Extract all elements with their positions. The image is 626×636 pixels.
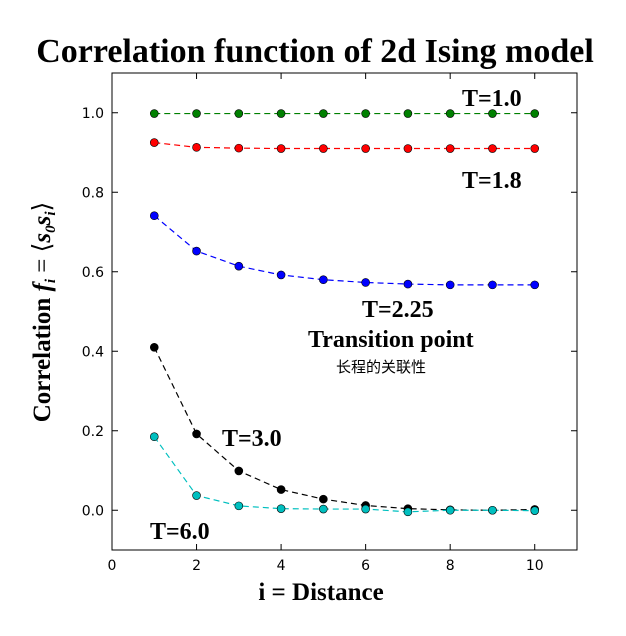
y-axis-label: Correlation fi = ⟨s0si⟩ — [29, 202, 59, 423]
data-point-t-6-0 — [149, 432, 159, 442]
data-point-t-6-0 — [192, 491, 201, 500]
annotation-t2-25: T=2.25 — [362, 297, 434, 323]
chart-title: Correlation function of 2d Ising model — [36, 33, 594, 70]
data-point-t-6-0 — [276, 504, 286, 513]
data-point-t-1-8 — [488, 144, 497, 153]
series-line-t-2-25 — [153, 215, 535, 286]
data-point-t-2-25 — [403, 279, 413, 289]
data-point-t-1-0 — [403, 109, 413, 118]
data-point-t-6-0 — [445, 505, 455, 515]
data-point-t-3-0 — [192, 429, 201, 439]
axis-ticks: 0 2 4 6 8 10 0.0 0.2 0.4 0.6 0.8 1.0 — [82, 73, 577, 574]
y-tick-label: 1.0 — [82, 106, 104, 122]
data-point-t-1-0 — [149, 109, 159, 118]
data-point-t-2-25 — [192, 246, 201, 256]
annotation-long-range-correlation: 长程的关联性 — [336, 358, 426, 376]
data-point-t-1-0 — [530, 109, 540, 118]
data-point-t-2-25 — [276, 270, 286, 280]
data-point-t-1-0 — [445, 109, 455, 118]
annotation-t1-0: T=1.0 — [462, 86, 522, 112]
series-line-t-3-0 — [153, 347, 535, 511]
data-point-t-6-0 — [403, 507, 413, 517]
x-tick-label: 6 — [361, 558, 370, 574]
data-point-t-1-8 — [319, 144, 328, 153]
x-tick-label: 0 — [108, 558, 117, 574]
svg-text:Correlation fi = ⟨s0si⟩: Correlation fi = ⟨s0si⟩ — [29, 202, 59, 423]
data-point-t-1-8 — [445, 144, 455, 153]
annotation-transition-point: Transition point — [308, 327, 474, 353]
data-point-t-6-0 — [234, 501, 244, 511]
series-lines — [153, 112, 535, 513]
data-point-t-6-0 — [530, 506, 540, 515]
data-point-t-2-25 — [530, 280, 540, 290]
series-points — [149, 109, 540, 517]
y-tick-label: 0.8 — [82, 185, 104, 201]
annotation-t6-0: T=6.0 — [150, 519, 210, 545]
data-point-t-1-8 — [192, 143, 201, 152]
y-tick-label: 0.2 — [82, 424, 104, 440]
x-tick-label: 10 — [526, 558, 544, 574]
data-point-t-1-0 — [276, 109, 286, 118]
data-point-t-1-0 — [488, 109, 497, 118]
x-tick-label: 2 — [192, 558, 201, 574]
data-point-t-2-25 — [445, 280, 455, 290]
data-point-t-2-25 — [488, 280, 497, 290]
data-point-t-1-8 — [361, 144, 370, 153]
x-axis-label: i = Distance — [258, 579, 383, 606]
data-point-t-2-25 — [319, 275, 328, 285]
data-point-t-2-25 — [234, 261, 244, 271]
data-point-t-3-0 — [276, 485, 286, 494]
y-tick-label: 0.0 — [82, 503, 104, 519]
data-point-t-3-0 — [319, 494, 328, 504]
data-point-t-1-8 — [530, 144, 540, 153]
data-point-t-6-0 — [319, 504, 328, 514]
annotation-t3-0: T=3.0 — [222, 426, 282, 452]
series-line-t-1-8 — [154, 141, 535, 150]
data-point-t-2-25 — [361, 278, 370, 287]
annotation-t1-8: T=1.8 — [462, 168, 522, 194]
data-point-t-1-8 — [234, 143, 244, 153]
series-line-t-6-0 — [153, 436, 535, 513]
data-point-t-3-0 — [234, 466, 244, 476]
data-point-t-1-8 — [403, 144, 413, 153]
data-point-t-1-8 — [276, 144, 286, 153]
data-point-t-1-0 — [319, 109, 328, 118]
data-point-t-1-0 — [361, 109, 370, 118]
x-tick-label: 4 — [277, 558, 286, 574]
data-point-t-2-25 — [149, 211, 159, 221]
data-point-t-3-0 — [149, 342, 159, 352]
data-point-t-1-0 — [234, 109, 244, 118]
data-point-t-1-8 — [149, 138, 159, 147]
annotations: T=1.0 T=1.8 T=2.25 Transition point 长程的关… — [150, 86, 522, 545]
data-point-t-6-0 — [361, 504, 370, 514]
plot-frame — [111, 72, 578, 551]
y-tick-label: 0.4 — [82, 344, 104, 360]
x-tick-label: 8 — [446, 558, 455, 574]
data-point-t-1-0 — [192, 109, 201, 118]
data-point-t-6-0 — [488, 505, 497, 515]
y-tick-label: 0.6 — [82, 265, 104, 281]
